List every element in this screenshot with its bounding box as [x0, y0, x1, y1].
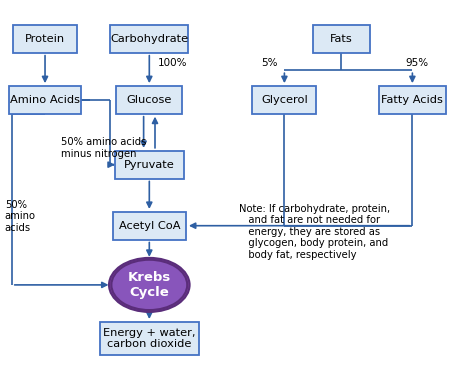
Text: Energy + water,
carbon dioxide: Energy + water, carbon dioxide [103, 328, 196, 349]
Ellipse shape [109, 258, 190, 312]
Text: Amino Acids: Amino Acids [10, 95, 80, 105]
FancyBboxPatch shape [110, 25, 188, 53]
Text: 50% amino acids
minus nitrogen: 50% amino acids minus nitrogen [61, 137, 146, 159]
Text: Fats: Fats [330, 34, 353, 44]
FancyBboxPatch shape [252, 86, 316, 114]
Text: Glucose: Glucose [127, 95, 172, 105]
Text: Carbohydrate: Carbohydrate [110, 34, 188, 44]
Text: Note: If carbohydrate, protein,
   and fat are not needed for
   energy, they ar: Note: If carbohydrate, protein, and fat … [239, 204, 391, 260]
Text: 100%: 100% [158, 58, 188, 68]
Text: Pyruvate: Pyruvate [124, 159, 175, 170]
FancyBboxPatch shape [116, 86, 182, 114]
Text: Fatty Acids: Fatty Acids [382, 95, 443, 105]
Text: 95%: 95% [406, 58, 428, 68]
FancyBboxPatch shape [13, 25, 77, 53]
Text: 5%: 5% [261, 58, 277, 68]
FancyBboxPatch shape [9, 86, 81, 114]
Text: Protein: Protein [25, 34, 65, 44]
Ellipse shape [111, 260, 187, 310]
FancyBboxPatch shape [379, 86, 446, 114]
FancyBboxPatch shape [112, 212, 186, 240]
FancyBboxPatch shape [115, 151, 183, 178]
FancyBboxPatch shape [313, 25, 370, 53]
Text: Krebs
Cycle: Krebs Cycle [128, 271, 171, 299]
Text: Glycerol: Glycerol [261, 95, 308, 105]
Text: 50%
amino
acids: 50% amino acids [5, 200, 36, 233]
Text: Acetyl CoA: Acetyl CoA [118, 221, 180, 231]
FancyBboxPatch shape [100, 322, 199, 355]
